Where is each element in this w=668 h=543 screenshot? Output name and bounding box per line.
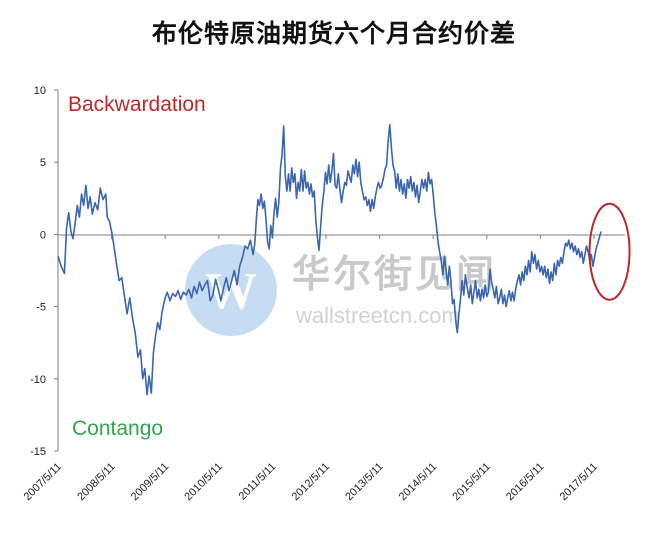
x-tick-label: 2008/5/11 bbox=[75, 461, 118, 504]
y-tick-label: -10 bbox=[30, 374, 46, 386]
y-tick-label: 5 bbox=[40, 157, 46, 169]
watermark-logo-circle bbox=[185, 244, 277, 336]
series-layer bbox=[57, 123, 602, 396]
watermark-brand-cn: 华尔街见闻 bbox=[292, 252, 497, 296]
x-tick-label: 2011/5/11 bbox=[237, 461, 279, 503]
x-tick-label: 2014/5/11 bbox=[397, 461, 440, 504]
series-line-0 bbox=[57, 123, 602, 396]
x-tick-label: 2012/5/11 bbox=[290, 461, 333, 504]
chart-title: 布伦特原油期货六个月合约价差 bbox=[151, 19, 516, 48]
y-tick-label: -5 bbox=[36, 302, 46, 314]
y-tick-label: -15 bbox=[30, 446, 46, 458]
x-tick-label: 2016/5/11 bbox=[504, 461, 547, 504]
annotation-contango: Contango bbox=[72, 417, 163, 440]
y-ticks: 10 5 0 -5 -10 -15 bbox=[30, 85, 58, 458]
watermark-brand-en: wallstreetcn.com bbox=[295, 303, 460, 328]
annotation-backwardation: Backwardation bbox=[68, 93, 206, 116]
x-tick-label: 2015/5/11 bbox=[450, 461, 493, 504]
watermark: W 华尔街见闻 wallstreetcn.com bbox=[185, 244, 497, 336]
y-tick-label: 0 bbox=[40, 229, 46, 241]
x-tick-label: 2017/5/11 bbox=[558, 461, 601, 504]
x-tick-label: 2010/5/11 bbox=[182, 461, 225, 504]
y-tick-label: 10 bbox=[34, 85, 46, 97]
x-tick-label: 2009/5/11 bbox=[129, 461, 172, 504]
x-tick-label: 2013/5/11 bbox=[343, 461, 386, 504]
highlight-ellipse bbox=[588, 202, 631, 301]
x-tick-label: 2007/5/11 bbox=[22, 461, 65, 504]
